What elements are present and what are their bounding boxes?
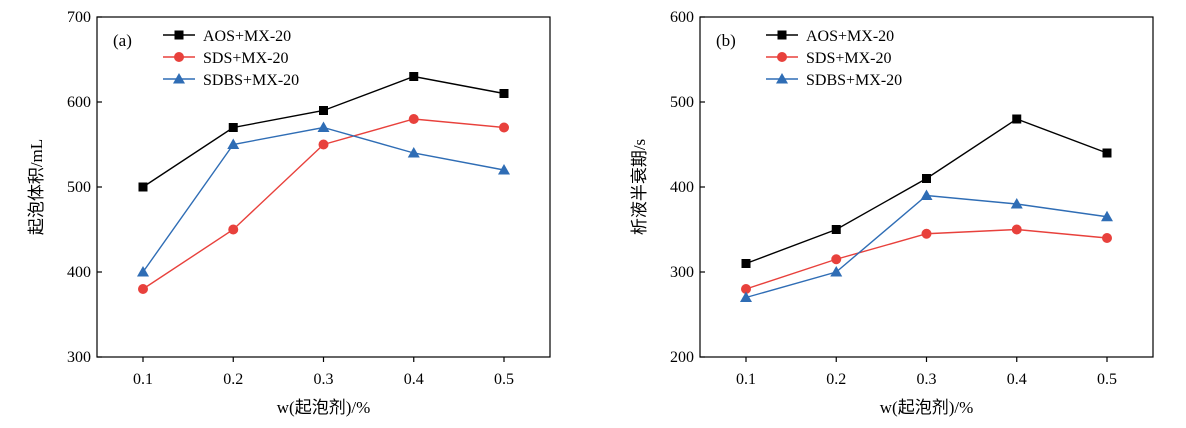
data-point	[921, 228, 932, 239]
x-tick-label: 0.4	[1007, 371, 1027, 388]
data-point	[408, 114, 419, 124]
y-tick-label: 400	[67, 264, 91, 281]
legend-label: SDS+MX-20	[806, 50, 891, 67]
data-point	[317, 121, 330, 132]
y-tick-label: 400	[670, 179, 694, 196]
data-point	[1010, 198, 1023, 209]
legend-marker	[173, 73, 185, 84]
data-point	[318, 139, 329, 150]
series-aos-mx-20	[138, 72, 509, 192]
data-point	[741, 284, 751, 294]
data-point	[319, 106, 328, 115]
data-point	[1101, 210, 1113, 222]
data-point	[1011, 224, 1022, 235]
data-point	[922, 174, 931, 183]
data-point	[741, 259, 751, 268]
chart-svg: 200 300 400 500 600 0.1 0.2 0.3 0.4 0.5 w(起泡剂)/% 析液…	[630, 9, 1154, 417]
legend-marker	[777, 30, 787, 40]
x-tick-label: 0.2	[826, 371, 846, 388]
legend-label: AOS+MX-20	[203, 28, 291, 45]
data-point	[138, 182, 148, 192]
legend-label: SDBS+MX-20	[203, 72, 299, 89]
legend-marker	[174, 30, 184, 40]
y-tick-label: 300	[670, 264, 694, 281]
data-point	[498, 164, 510, 175]
plot-frame	[96, 16, 551, 358]
legend-label: SDBS+MX-20	[806, 72, 902, 89]
y-axis-title: 起泡体积/mL	[27, 139, 46, 235]
y-tick-label: 300	[67, 349, 91, 366]
x-tick-label: 0.3	[917, 371, 937, 388]
panel-label: (a)	[113, 31, 132, 50]
x-axis-title: w(起泡剂)/%	[880, 398, 973, 417]
plot-frame	[699, 16, 1154, 358]
x-tick-label: 0.3	[314, 371, 334, 388]
series-sdbs-mx-20	[740, 189, 1113, 302]
legend: AOS+MX-20 SDS+MX-20 SDBS+MX-20	[163, 28, 299, 89]
legend-marker	[776, 73, 788, 84]
chart-panel-b: 200 300 400 500 600 0.1 0.2 0.3 0.4 0.5 w(起泡剂)/% 析液…	[593, 0, 1186, 428]
y-tick-label: 600	[670, 9, 694, 26]
data-point	[831, 254, 842, 265]
legend: AOS+MX-20 SDS+MX-20 SDBS+MX-20	[766, 28, 902, 89]
y-tick-label: 700	[67, 9, 91, 26]
data-point	[740, 291, 752, 302]
data-point	[1102, 233, 1112, 243]
x-tick-label: 0.1	[736, 371, 756, 388]
legend-marker	[174, 52, 184, 62]
series-sdbs-mx-20	[137, 121, 510, 277]
legend-label: AOS+MX-20	[806, 28, 894, 45]
x-tick-label: 0.5	[494, 371, 514, 388]
data-point	[499, 89, 509, 98]
series-sds-mx-20	[741, 224, 1112, 294]
y-tick-label: 500	[670, 94, 694, 111]
data-point	[409, 72, 419, 81]
data-point	[137, 266, 149, 277]
legend-marker	[777, 52, 787, 62]
data-point	[407, 147, 420, 158]
x-tick-label: 0.1	[133, 371, 153, 388]
data-point	[227, 138, 240, 149]
data-point	[1102, 148, 1112, 158]
panel-label: (b)	[716, 31, 736, 50]
y-tick-label: 200	[670, 349, 694, 366]
chart-panel-a: 300 400 500 600 700 0.1 0.2 0.3 0.4 0.5 w(起泡剂)/% 起泡…	[27, 9, 551, 417]
data-point	[228, 123, 238, 132]
x-tick-label: 0.2	[223, 371, 243, 388]
y-tick-label: 600	[67, 94, 91, 111]
y-tick-label: 500	[67, 179, 91, 196]
x-axis-title: w(起泡剂)/%	[277, 398, 370, 417]
data-point	[920, 189, 933, 200]
x-tick-label: 0.5	[1097, 371, 1117, 388]
x-tick-label: 0.4	[404, 371, 424, 388]
series-sds-mx-20	[138, 114, 509, 294]
chart-svg: 300 400 500 600 700 0.1 0.2 0.3 0.4 0.5 w(起泡剂)/% 起泡…	[27, 9, 551, 417]
data-point	[830, 266, 843, 277]
data-point	[1012, 114, 1022, 124]
data-point	[228, 224, 239, 235]
legend-label: SDS+MX-20	[203, 50, 288, 67]
data-point	[499, 122, 509, 133]
data-point	[831, 225, 841, 234]
data-point	[138, 284, 148, 294]
y-axis-title: 析液半衰期/s	[630, 139, 649, 235]
series-aos-mx-20	[741, 114, 1112, 268]
series-line	[745, 194, 1108, 299]
